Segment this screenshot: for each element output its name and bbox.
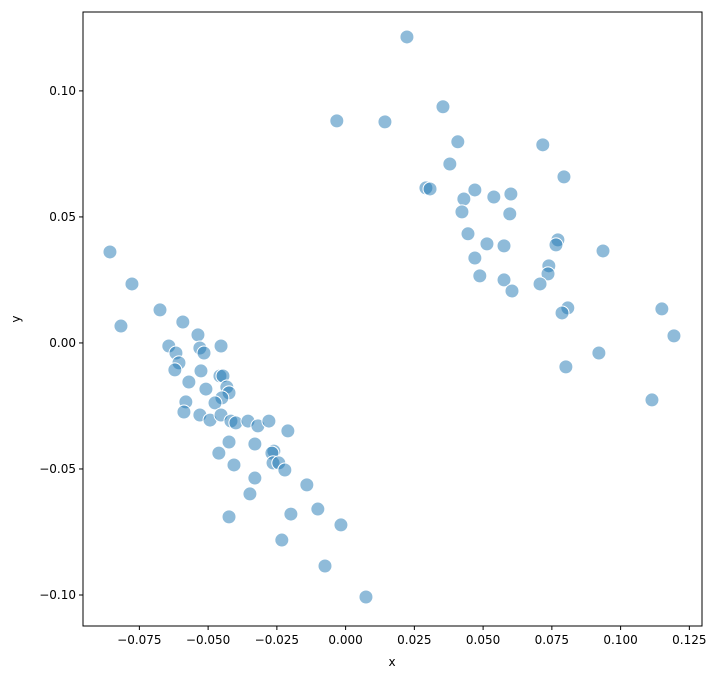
- data-point: [247, 436, 263, 452]
- data-point: [113, 318, 129, 334]
- data-point: [532, 276, 548, 292]
- data-point: [193, 363, 209, 379]
- data-point: [377, 114, 393, 130]
- data-point: [329, 113, 345, 129]
- data-point: [450, 134, 466, 150]
- data-point: [467, 250, 483, 266]
- plot-frame: [82, 11, 703, 627]
- data-point: [181, 374, 197, 390]
- data-point: [198, 381, 214, 397]
- data-point: [207, 395, 223, 411]
- y-tick-label: −0.10: [39, 588, 76, 602]
- data-point: [595, 243, 611, 259]
- x-tick-label: 0.100: [603, 633, 637, 647]
- y-tick-label: −0.05: [39, 462, 76, 476]
- x-tick-label: −0.025: [255, 633, 299, 647]
- data-point: [247, 470, 263, 486]
- data-point: [554, 305, 570, 321]
- x-tick-label: 0.125: [672, 633, 706, 647]
- data-point: [333, 517, 349, 533]
- data-point: [556, 169, 572, 185]
- data-point: [221, 434, 237, 450]
- x-axis-label: x: [388, 655, 395, 669]
- data-point: [591, 345, 607, 361]
- data-point: [274, 532, 290, 548]
- y-tick-label: 0.10: [49, 84, 76, 98]
- data-point: [176, 404, 192, 420]
- data-point: [467, 182, 483, 198]
- x-tick-label: 0.025: [397, 633, 431, 647]
- data-point: [503, 186, 519, 202]
- data-point: [558, 359, 574, 375]
- y-tick-label: 0.00: [49, 336, 76, 350]
- data-point: [442, 156, 458, 172]
- data-point: [213, 338, 229, 354]
- data-point: [502, 206, 518, 222]
- data-point: [460, 226, 476, 242]
- data-point: [283, 506, 299, 522]
- data-point: [190, 327, 206, 343]
- y-axis-label: y: [9, 315, 23, 322]
- x-tick-label: 0.000: [328, 633, 362, 647]
- data-point: [196, 345, 212, 361]
- data-point: [102, 244, 118, 260]
- data-point: [486, 189, 502, 205]
- data-point: [666, 328, 682, 344]
- data-point: [124, 276, 140, 292]
- data-point: [422, 181, 438, 197]
- x-tick-label: −0.050: [186, 633, 230, 647]
- data-point: [299, 477, 315, 493]
- y-tick-label: 0.05: [49, 210, 76, 224]
- data-point: [175, 314, 191, 330]
- data-point: [454, 204, 470, 220]
- data-point: [644, 392, 660, 408]
- data-point: [277, 462, 293, 478]
- data-point: [472, 268, 488, 284]
- x-tick-label: 0.075: [535, 633, 569, 647]
- points-layer: [102, 29, 682, 605]
- data-point: [496, 272, 512, 288]
- data-point: [226, 457, 242, 473]
- data-point: [540, 266, 556, 282]
- data-point: [535, 137, 551, 153]
- data-point: [242, 486, 258, 502]
- y-axis: 0.10 0.05 0.00 −0.05 −0.10: [39, 84, 83, 602]
- x-axis: −0.075 −0.050 −0.025 0.000 0.025 0.050 0.075 0.…: [117, 626, 707, 647]
- data-point: [310, 501, 326, 517]
- data-point: [479, 236, 495, 252]
- data-point: [435, 99, 451, 115]
- data-point: [167, 362, 183, 378]
- x-tick-label: 0.050: [466, 633, 500, 647]
- data-point: [317, 558, 333, 574]
- data-point: [211, 445, 227, 461]
- data-point: [152, 302, 168, 318]
- data-point: [496, 238, 512, 254]
- data-point: [456, 191, 472, 207]
- data-point: [504, 283, 520, 299]
- data-point: [399, 29, 415, 45]
- data-point: [548, 237, 564, 253]
- data-point: [280, 423, 296, 439]
- data-point: [358, 589, 374, 605]
- x-tick-label: −0.075: [117, 633, 161, 647]
- data-point: [654, 301, 670, 317]
- data-point: [221, 509, 237, 525]
- data-point: [261, 413, 277, 429]
